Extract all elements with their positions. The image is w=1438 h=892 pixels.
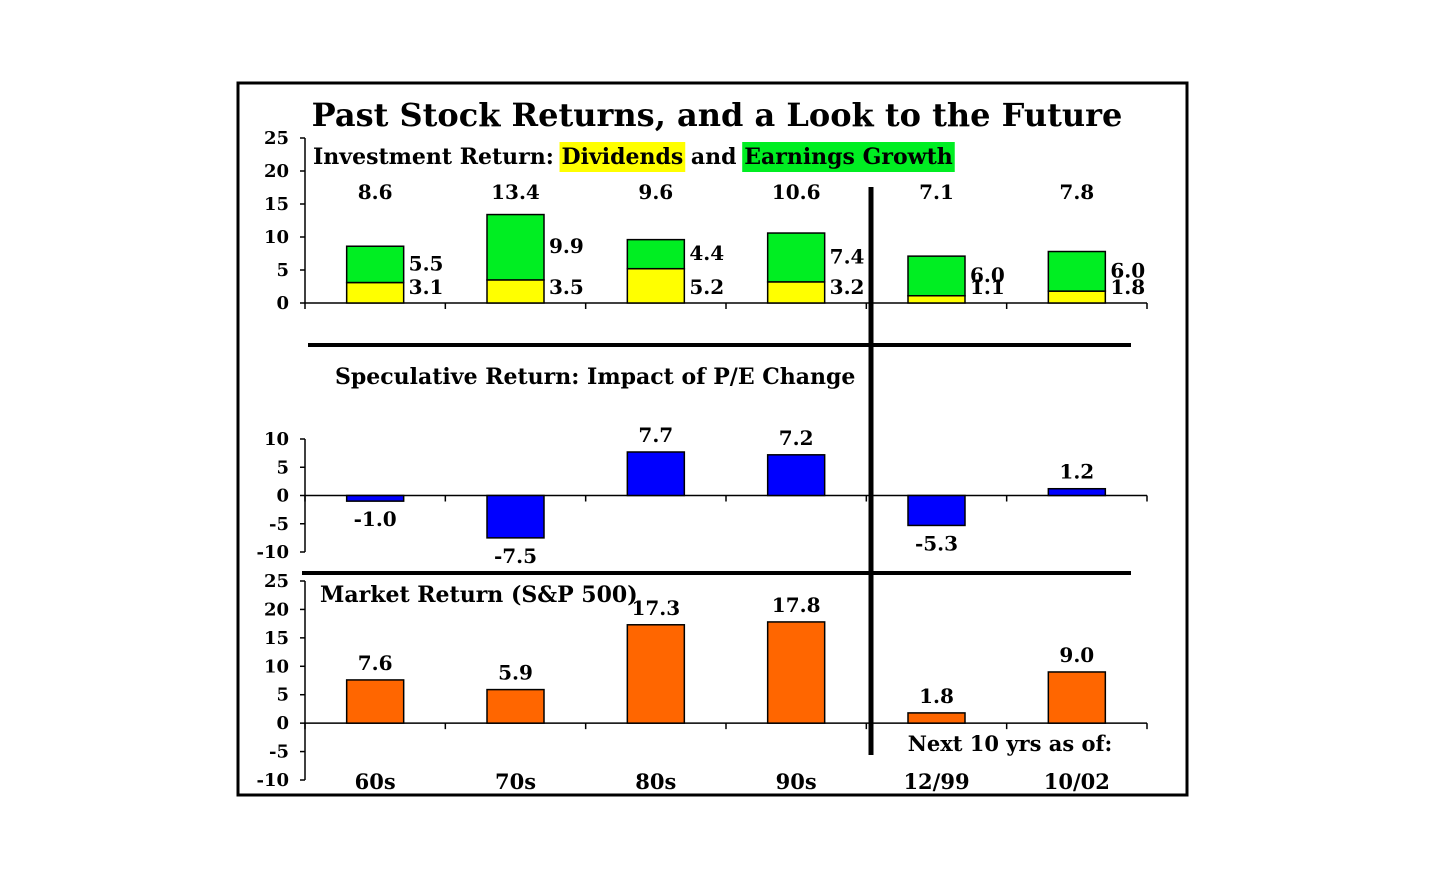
investment-total-label: 13.4: [491, 180, 540, 204]
investment-total-label: 8.6: [358, 180, 393, 204]
x-category-label: 90s: [776, 769, 817, 794]
chart-title: Past Stock Returns, and a Look to the Fu…: [312, 96, 1123, 134]
speculative-y-tick-label: 10: [264, 429, 289, 450]
investment-panel-title: Investment Return: Dividends and Earning…: [313, 144, 953, 170]
investment-total-label: 10.6: [772, 180, 821, 204]
market-y-tick-label: 5: [276, 685, 289, 706]
x-category-label: 70s: [495, 769, 536, 794]
investment-title-part: Earnings Growth: [744, 144, 953, 170]
future-note: Next 10 yrs as of:: [908, 731, 1113, 756]
investment-title-part: Dividends: [562, 144, 684, 170]
market-bar: [766, 621, 826, 724]
earnings-growth-value-label: 4.4: [689, 241, 724, 265]
speculative-y-tick-label: -10: [256, 542, 289, 563]
earnings-growth-value-label: 6.0: [970, 263, 1005, 287]
speculative-bar: [345, 494, 405, 502]
speculative-value-label: -1.0: [354, 507, 397, 531]
x-category-label: 60s: [355, 769, 396, 794]
market-value-label: 9.0: [1059, 643, 1094, 667]
plot-area: 0 5 10 15 20 25 3.15.5 8.6 3.5 9.9 13.4 5.2 4.4 9.6 3.…: [256, 128, 1148, 791]
title-highlight: [742, 142, 955, 172]
market-bar: [345, 679, 405, 724]
market-value-label: 5.9: [498, 661, 533, 685]
speculative-y-tick-label: 0: [276, 486, 289, 507]
market-y-tick-label: -5: [269, 742, 289, 763]
speculative-bar: [626, 451, 686, 497]
market-y-tick-label: -10: [256, 770, 289, 791]
dividends-value-label: 3.1: [409, 275, 444, 299]
investment-total-label: 7.8: [1059, 180, 1094, 204]
speculative-bar: [486, 494, 545, 539]
earnings-growth-value-label: 7.4: [830, 244, 865, 268]
chart-frame: [236, 81, 1189, 797]
earnings-growth-bar: [486, 213, 545, 281]
market-value-label: 7.6: [358, 651, 393, 675]
earnings-growth-value-label: 9.9: [549, 234, 584, 258]
market-value-label: 17.3: [631, 596, 680, 620]
market-y-tick-label: 20: [264, 599, 289, 620]
earnings-growth-value-label: 6.0: [1110, 258, 1145, 282]
speculative-y-tick-label: -5: [269, 514, 289, 535]
market-bar: [626, 624, 686, 724]
market-value-label: 17.8: [772, 593, 821, 617]
earnings-growth-bar: [1047, 250, 1107, 292]
earnings-growth-value-label: 5.5: [409, 251, 444, 275]
speculative-value-label: -5.3: [915, 531, 958, 555]
dividends-bar: [486, 279, 545, 304]
dividends-value-label: 1.1: [970, 275, 1005, 299]
speculative-bar: [907, 494, 966, 527]
investment-y-tick-label: 5: [276, 260, 289, 281]
market-y-tick-label: 15: [264, 628, 289, 649]
investment-y-tick-label: 20: [264, 161, 289, 182]
market-bar: [486, 688, 545, 724]
market-bar: [907, 712, 966, 724]
dividends-value-label: 1.8: [1110, 275, 1145, 299]
x-category-label: 80s: [635, 769, 676, 794]
dividends-bar: [1047, 290, 1107, 304]
market-y-tick-label: 10: [264, 656, 289, 677]
speculative-value-label: 7.7: [638, 423, 673, 447]
market-value-label: 1.8: [919, 684, 954, 708]
speculative-panel-title: Speculative Return: Impact of P/E Change: [335, 364, 855, 390]
earnings-growth-bar: [626, 238, 686, 270]
speculative-value-label: 1.2: [1059, 460, 1094, 484]
dividends-bar: [766, 281, 826, 304]
investment-title-part: and: [683, 144, 744, 170]
earnings-growth-bar: [766, 232, 826, 283]
investment-y-tick-label: 0: [276, 293, 289, 314]
title-highlight: [559, 142, 686, 172]
earnings-growth-bar: [345, 245, 405, 284]
market-panel-title: Market Return (S&P 500): [320, 582, 638, 608]
speculative-value-label: -7.5: [494, 544, 537, 568]
x-category-label: 12/99: [903, 769, 969, 794]
investment-title-part: Investment Return:: [313, 144, 562, 170]
dividends-bar: [907, 294, 966, 304]
investment-y-tick-label: 15: [264, 194, 289, 215]
investment-total-label: 7.1: [919, 180, 954, 204]
speculative-bar: [766, 454, 826, 497]
x-category-labels: 60s 70s 80s 90s 12/99 10/02: [355, 769, 1110, 794]
speculative-bar: [1047, 487, 1107, 497]
dividends-value-label: 3.5: [549, 275, 584, 299]
dividends-value-label: 3.2: [830, 275, 865, 299]
x-category-label: 10/02: [1044, 769, 1110, 794]
investment-y-tick-label: 25: [264, 128, 289, 149]
dividends-bar: [345, 281, 405, 304]
dividends-value-label: 5.2: [689, 275, 724, 299]
market-bar: [1047, 671, 1107, 724]
market-y-tick-label: 25: [264, 571, 289, 592]
investment-total-label: 9.6: [638, 180, 673, 204]
investment-y-tick-label: 10: [264, 227, 289, 248]
speculative-value-label: 7.2: [779, 426, 814, 450]
dividends-bar: [626, 267, 686, 304]
market-y-tick-label: 0: [276, 713, 289, 734]
earnings-growth-bar: [907, 255, 966, 297]
speculative-y-tick-label: 5: [276, 457, 289, 478]
